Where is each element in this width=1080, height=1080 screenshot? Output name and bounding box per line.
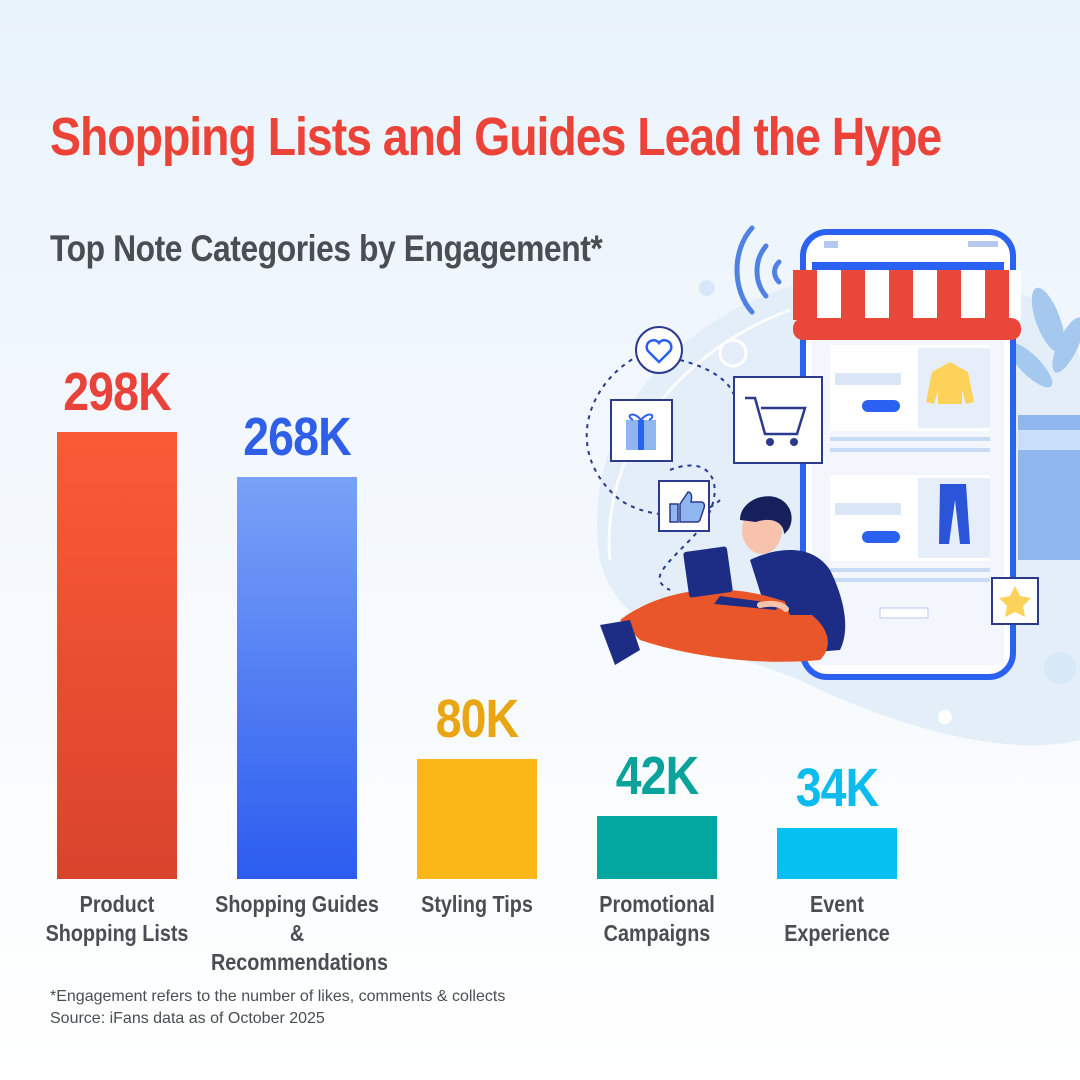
plant-decoration <box>1007 287 1080 388</box>
bar-product-shopping-lists <box>57 432 177 879</box>
value-label-product-shopping-lists: 298K <box>63 362 171 422</box>
category-label-shopping-guides: Shopping Guides & Recommendations <box>211 891 388 975</box>
footnote: *Engagement refers to the number of like… <box>50 986 505 1030</box>
source-note: Source: iFans data as of October 2025 <box>50 1010 325 1027</box>
shop-awning <box>793 270 1021 340</box>
thumbs-up-icon <box>658 480 710 532</box>
star-icon <box>991 577 1039 625</box>
value-label-promotional-campaigns: 42K <box>615 746 699 806</box>
shopping-illustration <box>585 225 1080 746</box>
value-label-styling-tips: 80K <box>435 689 519 749</box>
category-label-styling-tips: Styling Tips <box>421 891 533 917</box>
page-title: Shopping Lists and Guides Lead the Hype <box>50 107 942 167</box>
bar-event-experience <box>777 828 897 879</box>
shopping-cart-icon <box>733 376 823 464</box>
category-label-product-shopping-lists: Product Shopping Lists <box>45 891 189 946</box>
bar-promotional-campaigns <box>597 816 717 879</box>
value-label-event-experience: 34K <box>795 758 879 818</box>
bar-shopping-guides <box>237 477 357 879</box>
wifi-signal-icon <box>734 225 782 315</box>
engagement-definition: *Engagement refers to the number of like… <box>50 988 506 1005</box>
heart-icon <box>635 326 683 374</box>
gift-icon <box>610 399 673 462</box>
category-label-promotional-campaigns: Promotional Campaigns <box>599 891 715 946</box>
category-label-event-experience: Event Experience <box>784 891 890 946</box>
person-with-laptop <box>600 496 846 665</box>
value-label-shopping-guides: 268K <box>243 407 351 467</box>
chart-subtitle: Top Note Categories by Engagement* <box>50 228 603 269</box>
bar-styling-tips <box>417 759 537 879</box>
